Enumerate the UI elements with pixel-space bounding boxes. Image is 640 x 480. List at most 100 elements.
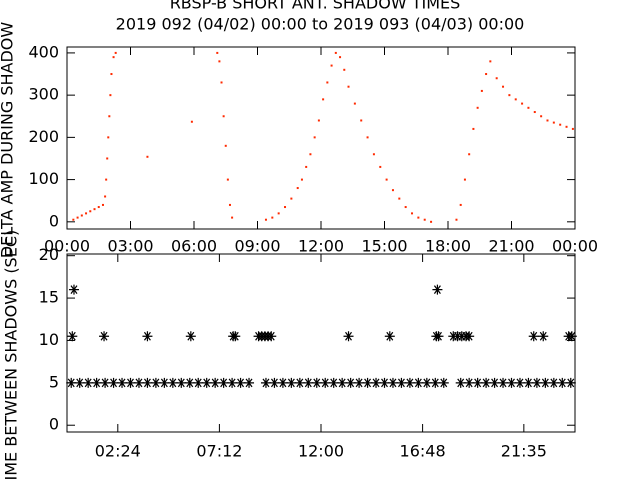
data-point — [455, 218, 458, 221]
data-point — [106, 157, 109, 160]
data-point — [185, 331, 196, 342]
data-point — [514, 377, 525, 388]
data-point — [372, 153, 375, 156]
data-point — [105, 178, 108, 181]
x-tick-label: 06:00 — [171, 237, 217, 256]
data-point — [438, 377, 449, 388]
data-point — [343, 331, 354, 342]
data-point — [345, 377, 356, 388]
data-point — [472, 377, 483, 388]
data-point — [521, 102, 524, 105]
data-point — [566, 331, 577, 342]
x-tick-label: 07:12 — [196, 442, 242, 461]
data-point — [167, 377, 178, 388]
data-point — [565, 125, 568, 128]
y-axis-label: TIME BETWEEN SHADOWS (SEC) — [2, 230, 21, 480]
data-point — [328, 377, 339, 388]
data-point — [104, 195, 107, 198]
data-point — [264, 218, 267, 221]
data-point — [366, 136, 369, 139]
x-tick-label: 02:24 — [95, 442, 141, 461]
data-point — [76, 216, 79, 219]
data-point — [384, 331, 395, 342]
data-point — [559, 123, 562, 126]
data-point — [244, 377, 255, 388]
data-point — [313, 136, 316, 139]
x-tick-label: 21:35 — [501, 442, 547, 461]
data-point — [391, 189, 394, 192]
data-point — [296, 187, 299, 190]
data-point — [354, 377, 365, 388]
x-tick-label: 09:00 — [234, 237, 280, 256]
data-point — [423, 218, 426, 221]
data-point — [464, 331, 475, 342]
data-point — [502, 85, 505, 88]
data-point — [362, 377, 373, 388]
y-tick-label: 100 — [28, 169, 59, 188]
y-tick-label: 15 — [39, 288, 59, 307]
data-point — [269, 377, 280, 388]
data-point — [142, 331, 153, 342]
data-point — [385, 178, 388, 181]
data-point — [320, 377, 331, 388]
data-point — [230, 331, 241, 342]
data-point — [480, 89, 483, 92]
data-point — [125, 377, 136, 388]
data-point — [193, 377, 204, 388]
data-point — [523, 377, 534, 388]
data-point — [184, 377, 195, 388]
data-point — [476, 106, 479, 109]
data-point — [498, 377, 509, 388]
data-point — [360, 119, 363, 122]
data-point — [514, 98, 517, 101]
data-point — [101, 203, 104, 206]
data-point — [379, 377, 390, 388]
data-point — [527, 106, 530, 109]
y-axis-label: DELTA AMP DURING SHADOW — [0, 22, 17, 259]
x-tick-label: 00:00 — [552, 237, 598, 256]
data-point — [303, 377, 314, 388]
x-tick-label: 12:00 — [298, 237, 344, 256]
data-point — [85, 212, 88, 215]
data-point — [74, 377, 85, 388]
data-point — [107, 136, 110, 139]
data-point — [83, 377, 94, 388]
data-point — [266, 331, 277, 342]
data-point — [528, 331, 539, 342]
data-point — [117, 377, 128, 388]
data-point — [508, 94, 511, 97]
data-point — [68, 284, 79, 295]
data-point — [284, 206, 287, 209]
data-point — [222, 115, 225, 118]
data-point — [481, 377, 492, 388]
data-point — [228, 203, 231, 206]
y-tick-label: 300 — [28, 85, 59, 104]
data-point — [108, 115, 111, 118]
plot-frame — [66, 46, 576, 230]
data-point — [142, 377, 153, 388]
data-point — [227, 377, 238, 388]
data-point — [210, 377, 221, 388]
x-tick-label: 12:00 — [298, 442, 344, 461]
data-point — [112, 56, 115, 59]
data-point — [430, 377, 441, 388]
data-point — [159, 377, 170, 388]
data-point — [557, 377, 568, 388]
data-point — [489, 60, 492, 63]
data-point — [472, 127, 475, 130]
data-point — [114, 51, 117, 54]
data-point — [231, 216, 234, 219]
data-point — [110, 73, 113, 76]
y-tick-label: 200 — [28, 127, 59, 146]
data-point — [93, 208, 96, 211]
data-point — [485, 73, 488, 76]
data-point — [343, 68, 346, 71]
data-point — [66, 377, 77, 388]
data-point — [334, 51, 337, 54]
data-point — [459, 203, 462, 206]
data-point — [271, 216, 274, 219]
data-point — [260, 377, 271, 388]
x-tick-label: 03:00 — [107, 237, 153, 256]
